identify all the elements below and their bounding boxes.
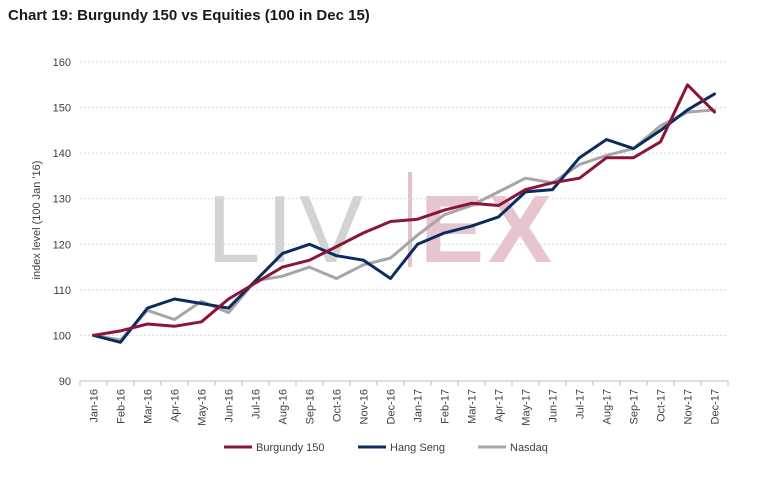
series-line — [92, 92, 716, 344]
legend: Burgundy 150 Hang Seng Nasdaq — [224, 442, 548, 454]
x-tick-label: Aug-16 — [278, 389, 290, 424]
x-tick-label: Oct-17 — [656, 389, 668, 422]
y-axis-tick-labels: 90 100 110 120 130 140 150 160 — [53, 57, 71, 388]
y-tick-label: 120 — [53, 239, 71, 251]
x-tick-label: Mar-17 — [467, 389, 479, 424]
legend-label: Hang Seng — [390, 442, 445, 454]
axes — [79, 380, 729, 386]
y-axis-label: index level (100 Jan '16) — [31, 161, 43, 280]
x-tick-label: Sep-17 — [629, 389, 641, 424]
x-tick-label: Aug-17 — [602, 389, 614, 424]
legend-label: Burgundy 150 — [256, 442, 325, 454]
series-lines — [92, 83, 716, 344]
liv-ex-watermark: LIV EX — [207, 172, 556, 283]
x-tick-label: Jan-17 — [413, 389, 425, 423]
y-tick-label: 110 — [53, 285, 71, 297]
x-tick-label: Feb-17 — [440, 389, 452, 424]
x-tick-label: Apr-17 — [494, 389, 506, 422]
y-tick-label: 100 — [53, 330, 71, 342]
x-axis-tick-labels: Jan-16 Feb-16 Mar-16 Apr-16 May-16 Jun-16 Jul-… — [89, 389, 722, 426]
x-tick-label: Dec-16 — [386, 389, 398, 424]
x-tick-label: Jul-16 — [251, 389, 263, 419]
x-tick-label: Sep-16 — [305, 389, 317, 424]
y-tick-label: 150 — [53, 103, 71, 115]
x-tick-label: Nov-16 — [359, 389, 371, 424]
watermark-text-ex: EX — [420, 176, 556, 283]
x-tick-label: Apr-16 — [170, 389, 182, 422]
x-tick-label: Nov-17 — [683, 389, 695, 424]
x-tick-label: Mar-16 — [143, 389, 155, 424]
x-tick-label: May-17 — [521, 389, 533, 426]
gridlines — [80, 61, 728, 336]
x-tick-label: Dec-17 — [710, 389, 722, 424]
y-tick-label: 130 — [53, 194, 71, 206]
series-line — [92, 108, 716, 342]
chart-title: Chart 19: Burgundy 150 vs Equities (100 … — [8, 7, 370, 24]
x-tick-label: Jan-16 — [89, 389, 101, 423]
x-tick-label: May-16 — [197, 389, 209, 426]
y-tick-label: 90 — [59, 376, 71, 388]
x-tick-label: Feb-16 — [116, 389, 128, 424]
x-tick-label: Jul-17 — [575, 389, 587, 419]
x-tick-label: Jun-17 — [548, 389, 560, 423]
y-tick-label: 140 — [53, 148, 71, 160]
legend-label: Nasdaq — [510, 442, 548, 454]
x-tick-label: Oct-16 — [332, 389, 344, 422]
x-tick-label: Jun-16 — [224, 389, 236, 423]
series-line — [92, 83, 716, 337]
y-tick-label: 160 — [53, 57, 71, 69]
